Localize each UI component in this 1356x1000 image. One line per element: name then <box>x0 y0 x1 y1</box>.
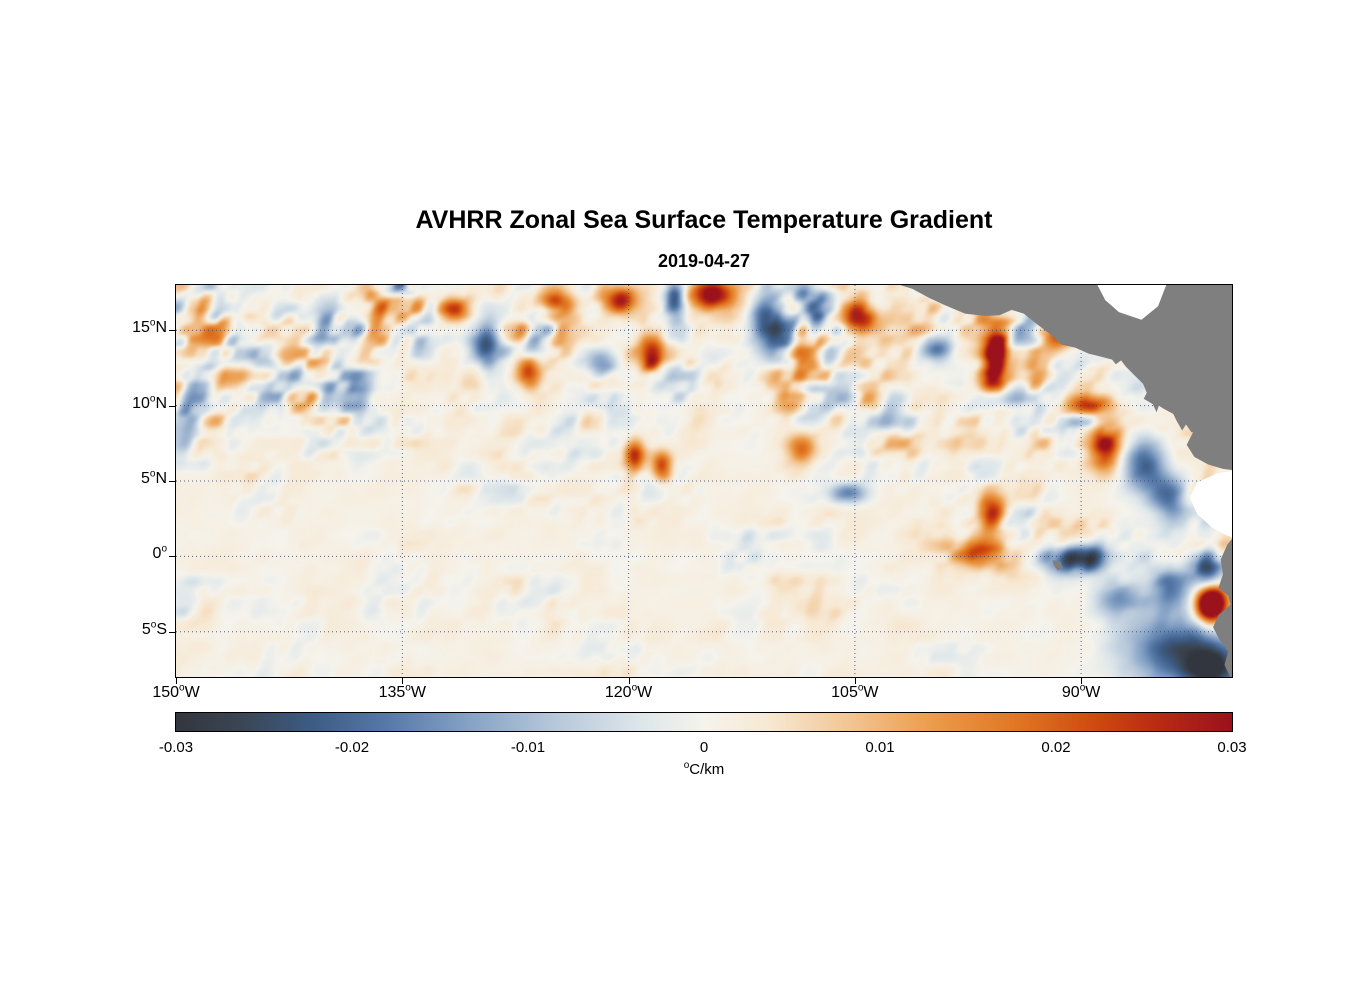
y-axis-tick-label: 5oN <box>140 468 167 487</box>
degree-symbol: o <box>161 544 167 556</box>
degree-symbol: o <box>149 468 156 480</box>
land-galapagos-island <box>1052 560 1063 571</box>
y-axis-tick-label: 5oS <box>141 619 167 638</box>
axis-tick-mark <box>1081 678 1082 684</box>
colorbar-tick-label: -0.01 <box>510 739 546 756</box>
axis-tick-mark <box>169 556 175 557</box>
nodata-southeast <box>1189 470 1232 538</box>
land-central-america <box>899 285 1232 449</box>
colorbar-tick-label: 0.02 <box>1041 739 1071 756</box>
axis-tick-mark <box>629 678 630 684</box>
map-overlay <box>176 285 1232 677</box>
land-south-america <box>1213 538 1232 677</box>
colorbar-tick-label: 0.01 <box>865 739 895 756</box>
degree-symbol: o <box>683 760 690 771</box>
axis-tick-mark <box>169 632 175 633</box>
colorbar-unit-label: oC/km <box>176 760 1232 779</box>
degree-symbol: o <box>150 619 157 631</box>
nodata-caribbean <box>1097 285 1167 320</box>
x-axis-tick-label: 135oW <box>378 682 426 701</box>
colorbar-tick-label: 0.03 <box>1217 739 1247 756</box>
axis-tick-mark <box>176 678 177 684</box>
axis-tick-mark <box>169 481 175 482</box>
map-plot-area <box>175 284 1233 678</box>
colorbar <box>175 712 1233 732</box>
degree-symbol: o <box>1079 682 1086 694</box>
y-axis-tick-label: 0o <box>152 544 167 563</box>
axis-tick-mark <box>169 330 175 331</box>
degree-symbol: o <box>857 682 864 694</box>
y-axis-tick-label: 15oN <box>132 317 167 337</box>
axis-tick-mark <box>169 406 175 407</box>
colorbar-tick-label: -0.03 <box>158 739 194 756</box>
degree-symbol: o <box>149 393 156 405</box>
x-axis-tick-label: 105oW <box>831 682 879 701</box>
chart-title: AVHRR Zonal Sea Surface Temperature Grad… <box>415 206 993 234</box>
x-axis-tick-label: 90oW <box>1061 682 1101 701</box>
degree-symbol: o <box>405 682 411 694</box>
axis-tick-mark <box>855 678 856 684</box>
unit-text: C/km <box>689 761 725 778</box>
x-axis-tick-label: 150oW <box>152 682 200 701</box>
colorbar-tick-label: 0 <box>699 739 709 756</box>
chart-date-subtitle: 2019-04-27 <box>657 251 751 271</box>
degree-symbol: o <box>179 682 185 694</box>
colorbar-tick-label: -0.02 <box>334 739 370 756</box>
degree-symbol: o <box>631 682 638 694</box>
x-axis-tick-label: 120oW <box>604 682 653 701</box>
land-panama <box>1186 424 1232 471</box>
axis-tick-mark <box>402 678 403 684</box>
degree-symbol: o <box>149 317 156 329</box>
y-axis-tick-label: 10oN <box>132 393 167 412</box>
